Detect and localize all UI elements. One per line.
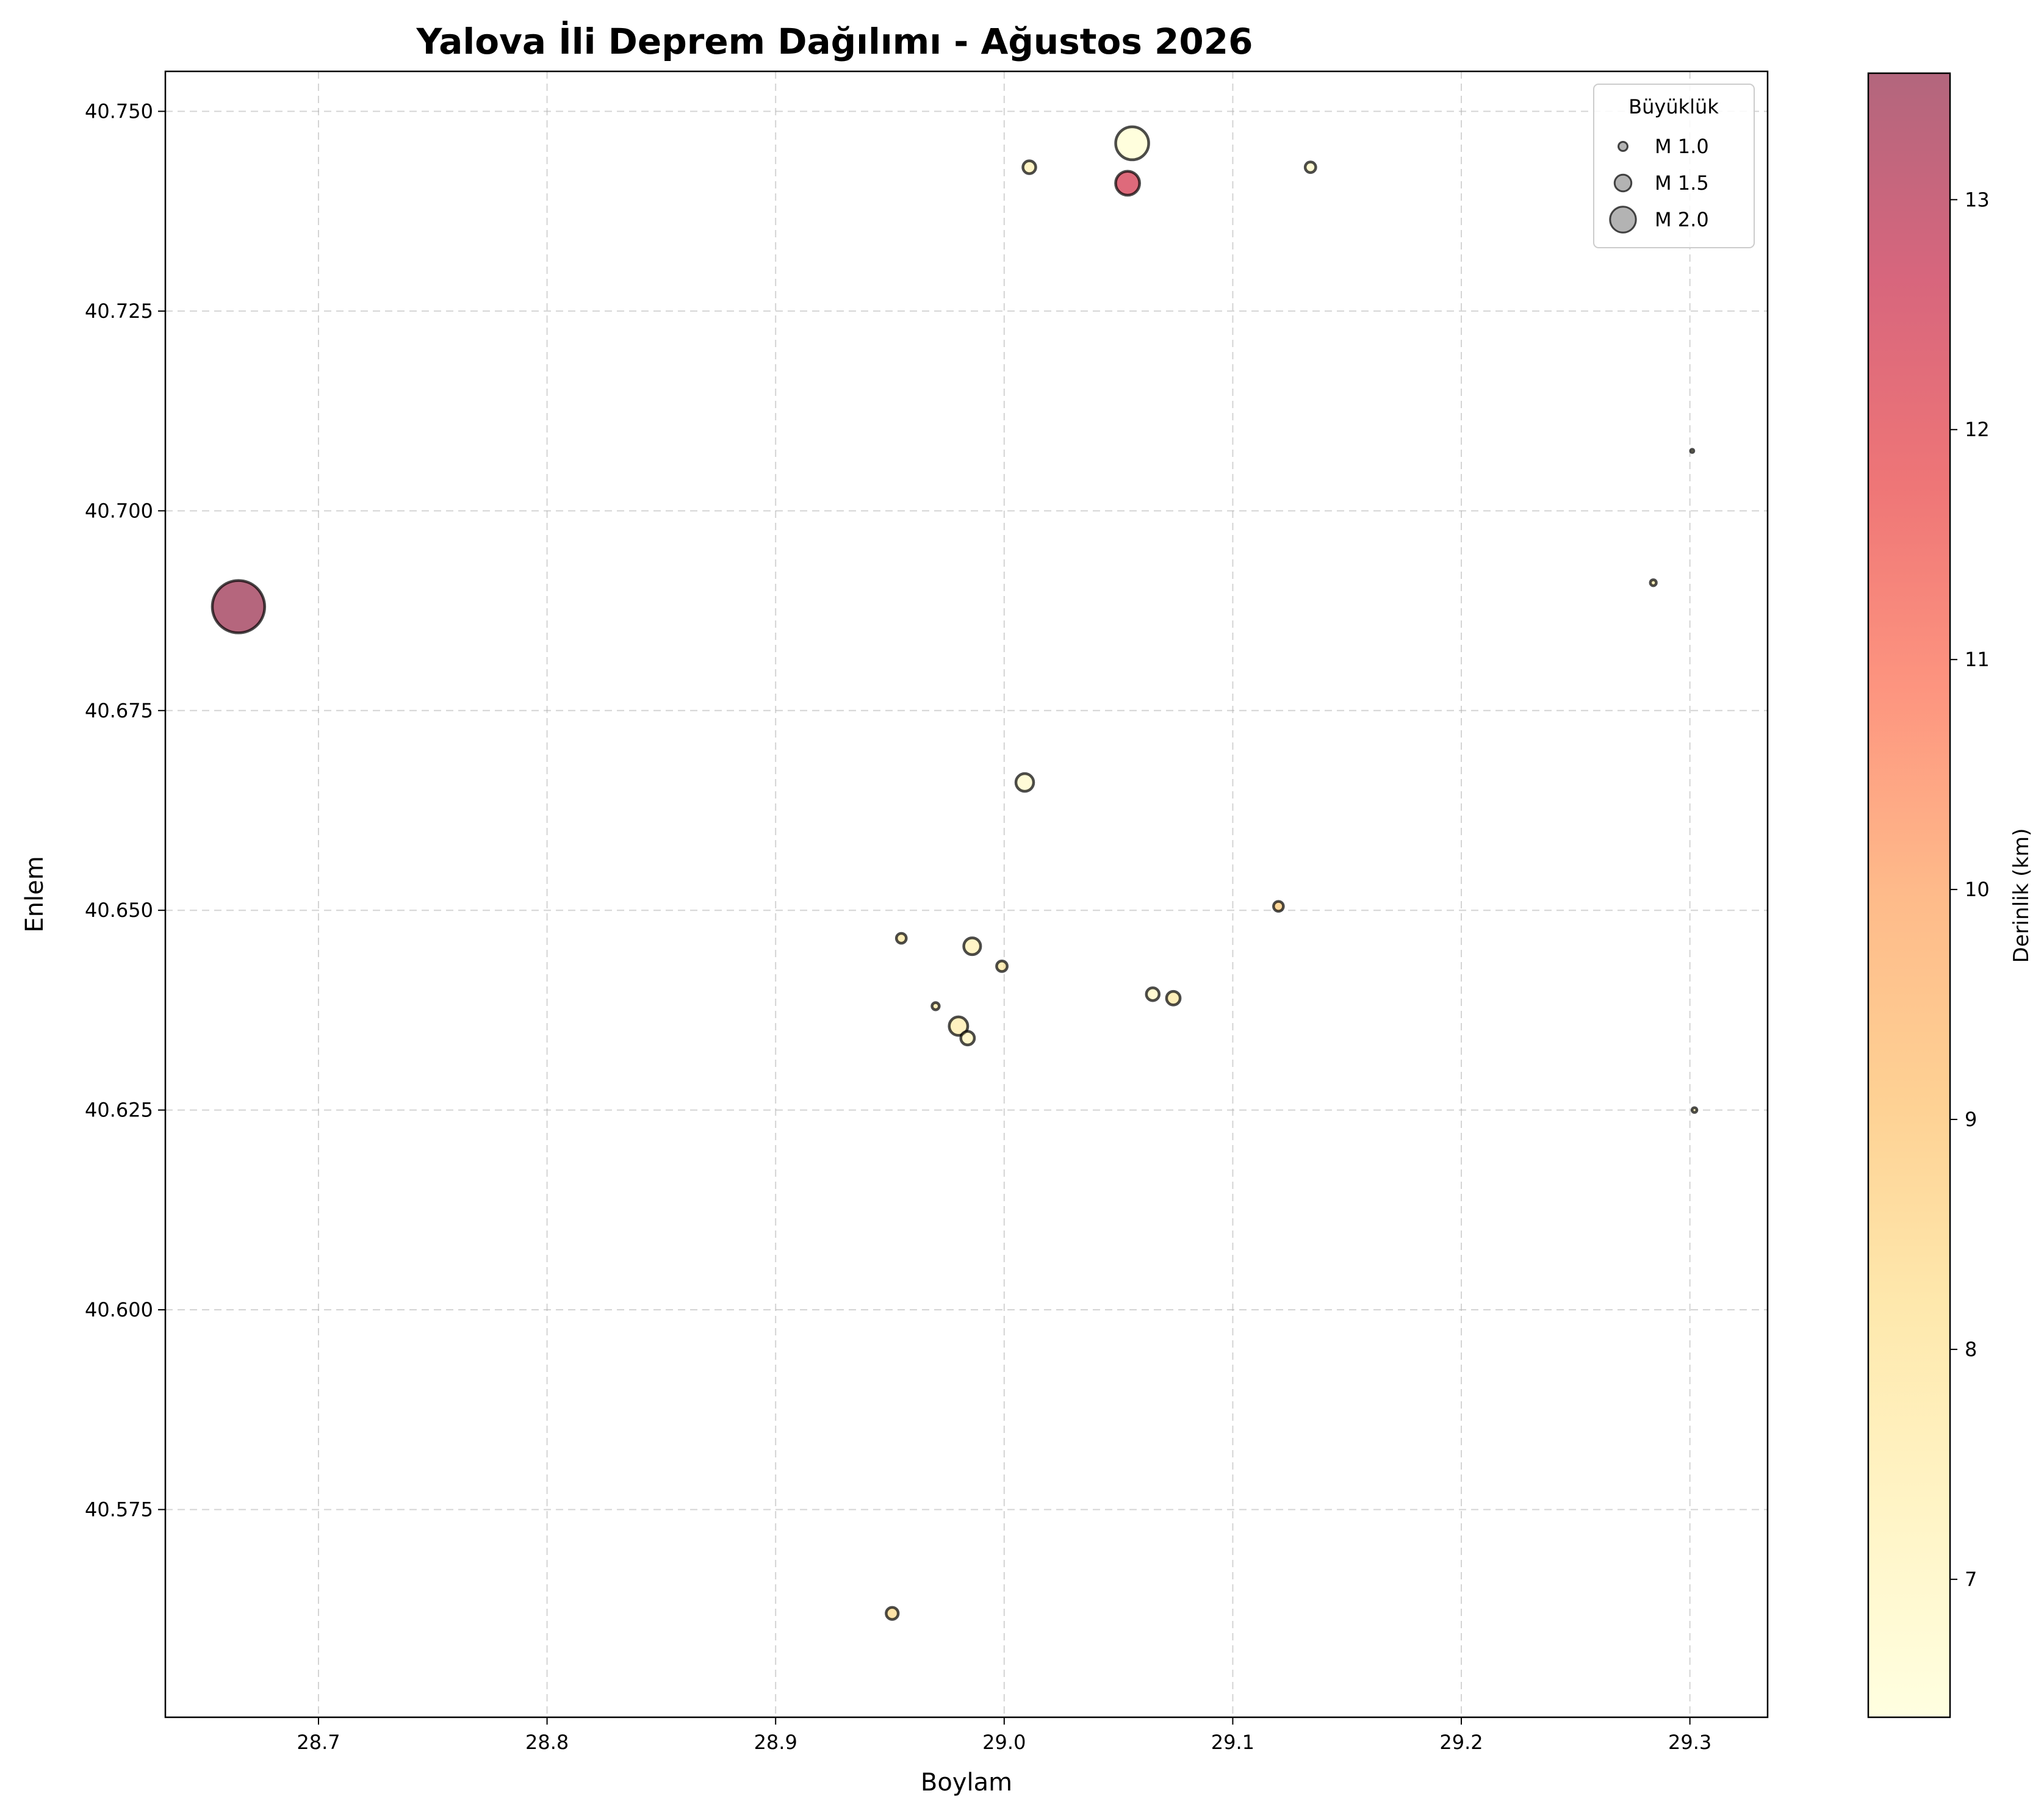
colorbar-tick-label: 13 xyxy=(1965,188,1990,211)
y-tick-label: 40.600 xyxy=(85,1298,153,1321)
earthquake-point xyxy=(1165,989,1182,1007)
legend-marker xyxy=(1613,173,1633,193)
earthquake-point xyxy=(930,1001,941,1011)
x-tick-label: 28.9 xyxy=(754,1731,797,1754)
legend-entry-label: M 2.0 xyxy=(1655,208,1709,231)
y-tick-label: 40.750 xyxy=(85,99,153,123)
earthquake-point xyxy=(959,1030,976,1047)
y-axis-ticks: 40.575 40.600 40.625 40.650 40.675 40.700 40.7… xyxy=(85,99,165,1521)
x-tick-label: 29.3 xyxy=(1668,1731,1711,1754)
earthquake-point xyxy=(1690,1106,1699,1114)
y-tick-label: 40.625 xyxy=(85,1099,153,1122)
y-tick-label: 40.725 xyxy=(85,300,153,323)
earthquake-point xyxy=(1021,159,1037,175)
earthquake-point xyxy=(1303,160,1317,174)
x-axis-label: Boylam xyxy=(921,1769,1012,1797)
colorbar-tick-label: 12 xyxy=(1965,418,1990,441)
x-tick-label: 29.2 xyxy=(1439,1731,1483,1754)
legend-entry-label: M 1.5 xyxy=(1655,171,1709,195)
y-tick-label: 40.675 xyxy=(85,699,153,722)
plot-area-frame xyxy=(164,70,1769,1718)
legend-marker xyxy=(1609,206,1637,234)
earthquake-point xyxy=(1272,900,1285,913)
colorbar-tick-label: 7 xyxy=(1965,1568,1977,1591)
colorbar-ticks: 7 8 9 10 11 12 13 xyxy=(1950,188,1990,1591)
y-tick-label: 40.700 xyxy=(85,499,153,522)
colorbar-label: Derinlik (km) xyxy=(2009,828,2034,963)
chart-title: Yalova İli Deprem Dağılımı - Ağustos 202… xyxy=(416,20,1253,62)
legend-entry-label: M 1.0 xyxy=(1655,135,1709,158)
earthquake-point xyxy=(948,1015,970,1037)
earthquake-point xyxy=(885,1606,900,1621)
colorbar-tick-label: 10 xyxy=(1965,878,1990,901)
y-tick-label: 40.575 xyxy=(85,1498,153,1521)
y-axis-label: Enlem xyxy=(21,856,49,932)
x-tick-label: 28.8 xyxy=(525,1731,569,1754)
earthquake-point xyxy=(1114,170,1141,197)
legend-box xyxy=(1593,84,1755,248)
colorbar: 7 8 9 10 11 12 13 Derinlik (km) xyxy=(1867,72,2034,1718)
y-tick-label: 40.650 xyxy=(85,899,153,922)
earthquake-point xyxy=(1114,125,1150,162)
x-tick-label: 29.1 xyxy=(1211,1731,1254,1754)
x-axis-ticks: 28.7 28.8 28.9 29.0 29.1 29.2 29.3 xyxy=(297,1717,1711,1754)
earthquake-point xyxy=(1145,986,1161,1002)
legend-title: Büyüklük xyxy=(1628,95,1719,118)
grid-lines xyxy=(165,71,1768,1717)
colorbar-gradient xyxy=(1867,72,1951,1718)
x-tick-label: 29.0 xyxy=(982,1731,1026,1754)
earthquake-point xyxy=(211,579,267,634)
colorbar-tick-label: 9 xyxy=(1965,1108,1977,1131)
data-points xyxy=(211,125,1699,1621)
earthquake-point xyxy=(995,959,1009,973)
x-tick-label: 28.7 xyxy=(297,1731,340,1754)
legend: Büyüklük M 1.0 M 1.5 M 2.0 xyxy=(1593,84,1755,248)
earthquake-point xyxy=(1649,578,1658,587)
earthquake-point xyxy=(1014,772,1035,793)
earthquake-point xyxy=(962,936,982,957)
colorbar-tick-label: 11 xyxy=(1965,648,1990,671)
earthquake-point xyxy=(894,932,908,945)
legend-marker xyxy=(1618,141,1628,152)
colorbar-tick-label: 8 xyxy=(1965,1338,1977,1361)
earthquake-point xyxy=(1689,448,1696,454)
